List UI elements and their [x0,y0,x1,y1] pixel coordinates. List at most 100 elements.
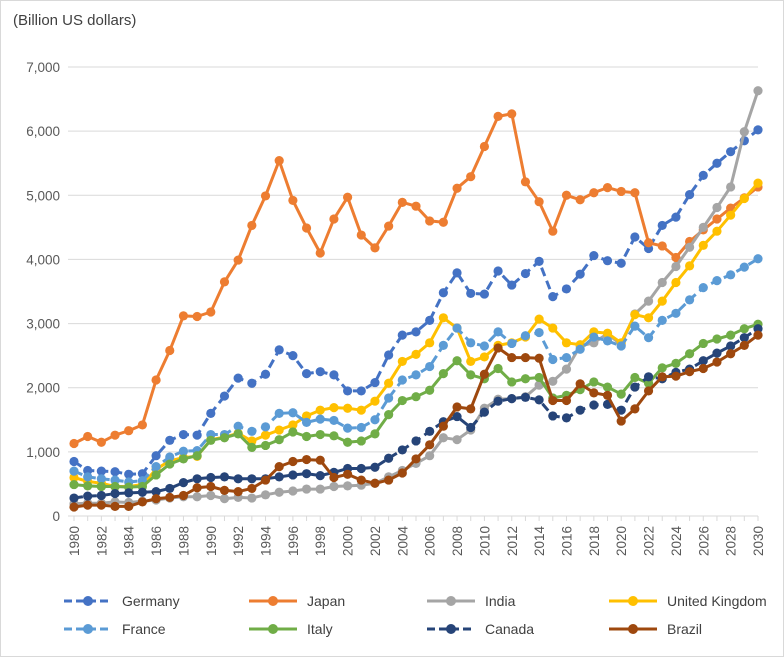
point-india-2025 [685,242,695,252]
point-germany-2000 [343,386,353,396]
point-japan-2017 [575,195,585,205]
point-italy-1980 [69,479,79,490]
point-india-2024 [671,261,681,272]
point-germany-2016 [561,284,572,294]
x-tick-label: 2016 [559,526,574,556]
point-germany-1995 [274,345,284,355]
point-canada-1984 [124,488,134,498]
point-japan-2003 [384,221,394,231]
point-germany-2001 [356,386,366,396]
point-japan-1992 [233,255,243,265]
point-brazil-1992 [233,487,243,497]
point-canada-1988 [178,478,189,488]
point-brazil-2018 [589,388,599,398]
y-tick-label: 6,000 [26,124,60,139]
legend: Germany Japan India United Kingdom Franc… [0,585,784,645]
point-italy-2027 [712,334,722,344]
point-france-1981 [83,472,93,482]
y-axis: 0 1,000 2,000 3,000 4,000 5,000 6,000 7,000 [26,60,60,524]
point-japan-2000 [343,192,353,202]
point-germany-2015 [548,292,558,302]
point-france-1987 [165,452,175,462]
point-united-kingdom-2000 [343,403,353,413]
y-tick-label: 7,000 [26,60,60,75]
legend-label: United Kingdom [667,593,767,609]
point-canada-2028 [726,341,736,351]
point-india-1991 [219,494,230,504]
point-france-2017 [575,344,585,354]
point-germany-1997 [301,369,312,379]
point-italy-2023 [657,363,667,373]
point-germany-1984 [124,469,134,479]
point-canada-1998 [315,470,325,481]
point-india-2006 [425,451,435,461]
point-france-1982 [96,474,106,484]
point-canada-2017 [575,405,585,415]
point-canada-1997 [301,469,312,479]
x-axis: 1980 1982 1984 1986 1988 1990 1992 1994 1996 1998… [67,516,766,556]
point-france-2021 [630,321,640,331]
point-india-2022 [643,296,654,306]
point-germany-2026 [698,170,708,181]
point-france-2006 [425,361,435,372]
point-italy-1989 [192,451,202,461]
point-united-kingdom-2019 [602,328,613,338]
x-tick-label: 1980 [67,526,82,556]
point-canada-2004 [397,445,407,455]
point-germany-1985 [137,469,147,479]
y-tick-label: 3,000 [26,317,60,332]
series-germany [69,125,763,479]
point-brazil-1981 [83,500,93,510]
point-united-kingdom-2027 [712,226,722,236]
point-germany-2024 [671,212,681,222]
point-japan-2020 [616,186,626,197]
point-france-1997 [301,417,312,427]
point-canada-1985 [137,487,147,497]
point-germany-2010 [479,289,489,299]
point-italy-1992 [233,429,243,439]
point-japan-2004 [397,197,407,207]
legend-item-united-kingdom: United Kingdom [607,592,767,610]
point-canada-2020 [616,405,626,415]
point-brazil-2017 [575,379,585,389]
legend-marker-italy [249,624,297,634]
point-france-1980 [69,466,79,476]
point-france-1993 [247,426,257,436]
point-france-2014 [534,327,544,338]
point-canada-1990 [206,472,216,483]
point-france-2020 [616,341,626,351]
point-france-1986 [151,462,161,472]
point-canada-2015 [548,411,558,421]
line-brazil [73,333,759,509]
legend-item-germany: Germany [62,592,180,610]
point-germany-2017 [575,269,585,279]
point-italy-2005 [411,392,421,402]
point-japan-1993 [247,220,257,231]
point-germany-1983 [110,467,120,477]
point-germany-2023 [657,220,667,231]
point-united-kingdom-2023 [657,296,667,306]
point-japan-2021 [630,188,640,198]
point-india-2027 [712,202,722,213]
point-india-1993 [247,493,257,503]
x-tick-label: 1998 [313,526,328,556]
point-brazil-2016 [561,395,572,406]
y-tick-label: 2,000 [26,381,60,396]
point-india-1990 [206,490,216,501]
point-japan-1983 [110,430,120,440]
x-tick-label: 2014 [532,526,547,557]
point-japan-1995 [274,156,284,166]
point-brazil-2005 [411,454,421,464]
legend-marker-japan [249,596,297,606]
point-brazil-2004 [397,468,407,478]
point-brazil-2029 [739,340,749,350]
point-brazil-1998 [315,455,325,465]
x-tick-label: 1986 [149,526,164,556]
point-india-2030 [753,86,763,96]
point-japan-2009 [466,172,476,182]
point-brazil-2015 [548,395,558,406]
point-france-2005 [411,370,421,380]
point-germany-2013 [520,268,531,279]
point-germany-2019 [602,256,613,266]
point-germany-2009 [466,288,476,299]
